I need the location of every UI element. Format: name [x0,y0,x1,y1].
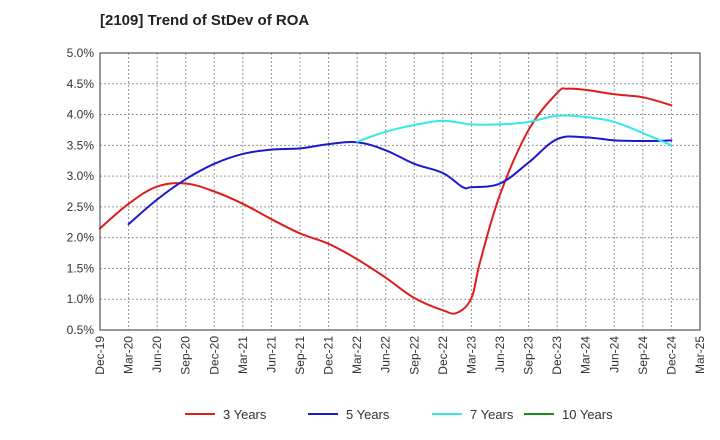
legend-label: 7 Years [470,407,514,422]
legend-label: 5 Years [346,407,390,422]
x-tick-label: Dec-23 [550,336,564,375]
x-tick-label: Jun-21 [264,336,278,373]
y-tick-label: 3.0% [67,169,95,183]
x-tick-label: Mar-24 [579,336,593,374]
x-tick-label: Dec-21 [322,336,336,375]
y-tick-label: 4.0% [67,108,95,122]
y-tick-label: 1.0% [67,292,95,306]
x-axis-tick-labels: Dec-19 Mar-20 Jun-20 Sep-20 Dec-20 Mar-21 Jun-… [93,336,707,375]
plot-border [99,52,701,331]
legend-label: 3 Years [223,407,267,422]
x-tick-label: Dec-22 [436,336,450,375]
x-tick-label: Sep-21 [293,336,307,375]
series-line-3 [356,114,673,147]
x-tick-label: Dec-24 [664,336,678,375]
chart-title: [2109] Trend of StDev of ROA [100,12,309,29]
x-tick-label: Mar-20 [122,336,136,374]
y-tick-label: 4.5% [67,77,95,91]
x-tick-label: Sep-22 [407,336,421,375]
y-tick-label: 3.5% [67,138,95,152]
x-tick-label: Jun-20 [150,336,164,373]
y-tick-label: 1.5% [67,261,95,275]
y-tick-label: 5.0% [67,46,95,60]
horizontal-gridlines [100,83,700,300]
x-tick-label: Dec-19 [93,336,107,375]
x-tick-label: Sep-24 [636,336,650,375]
y-tick-label: 2.0% [67,231,95,245]
series-line-2 [127,135,673,226]
legend: 3 Years 5 Years 7 Years 10 Years [185,407,613,422]
y-tick-label: 0.5% [67,323,95,337]
x-tick-label: Mar-25 [693,336,707,374]
y-tick-label: 2.5% [67,200,95,214]
x-tick-label: Sep-20 [179,336,193,375]
x-tick-label: Sep-23 [522,336,536,375]
x-tick-label: Mar-22 [350,336,364,374]
legend-label: 10 Years [562,407,613,422]
series-lines [99,87,673,315]
x-tick-label: Jun-22 [379,336,393,373]
series-line-1 [99,87,673,315]
x-tick-label: Jun-24 [607,336,621,373]
x-tick-label: Mar-23 [464,336,478,374]
x-tick-label: Dec-20 [207,336,221,375]
x-tick-label: Mar-21 [236,336,250,374]
plot-area [100,53,700,330]
y-axis-tick-labels: 0.5% 1.0% 1.5% 2.0% 2.5% 3.0% 3.5% 4.0% 4.5% 5.0% [67,46,95,337]
x-tick-label: Jun-23 [493,336,507,373]
